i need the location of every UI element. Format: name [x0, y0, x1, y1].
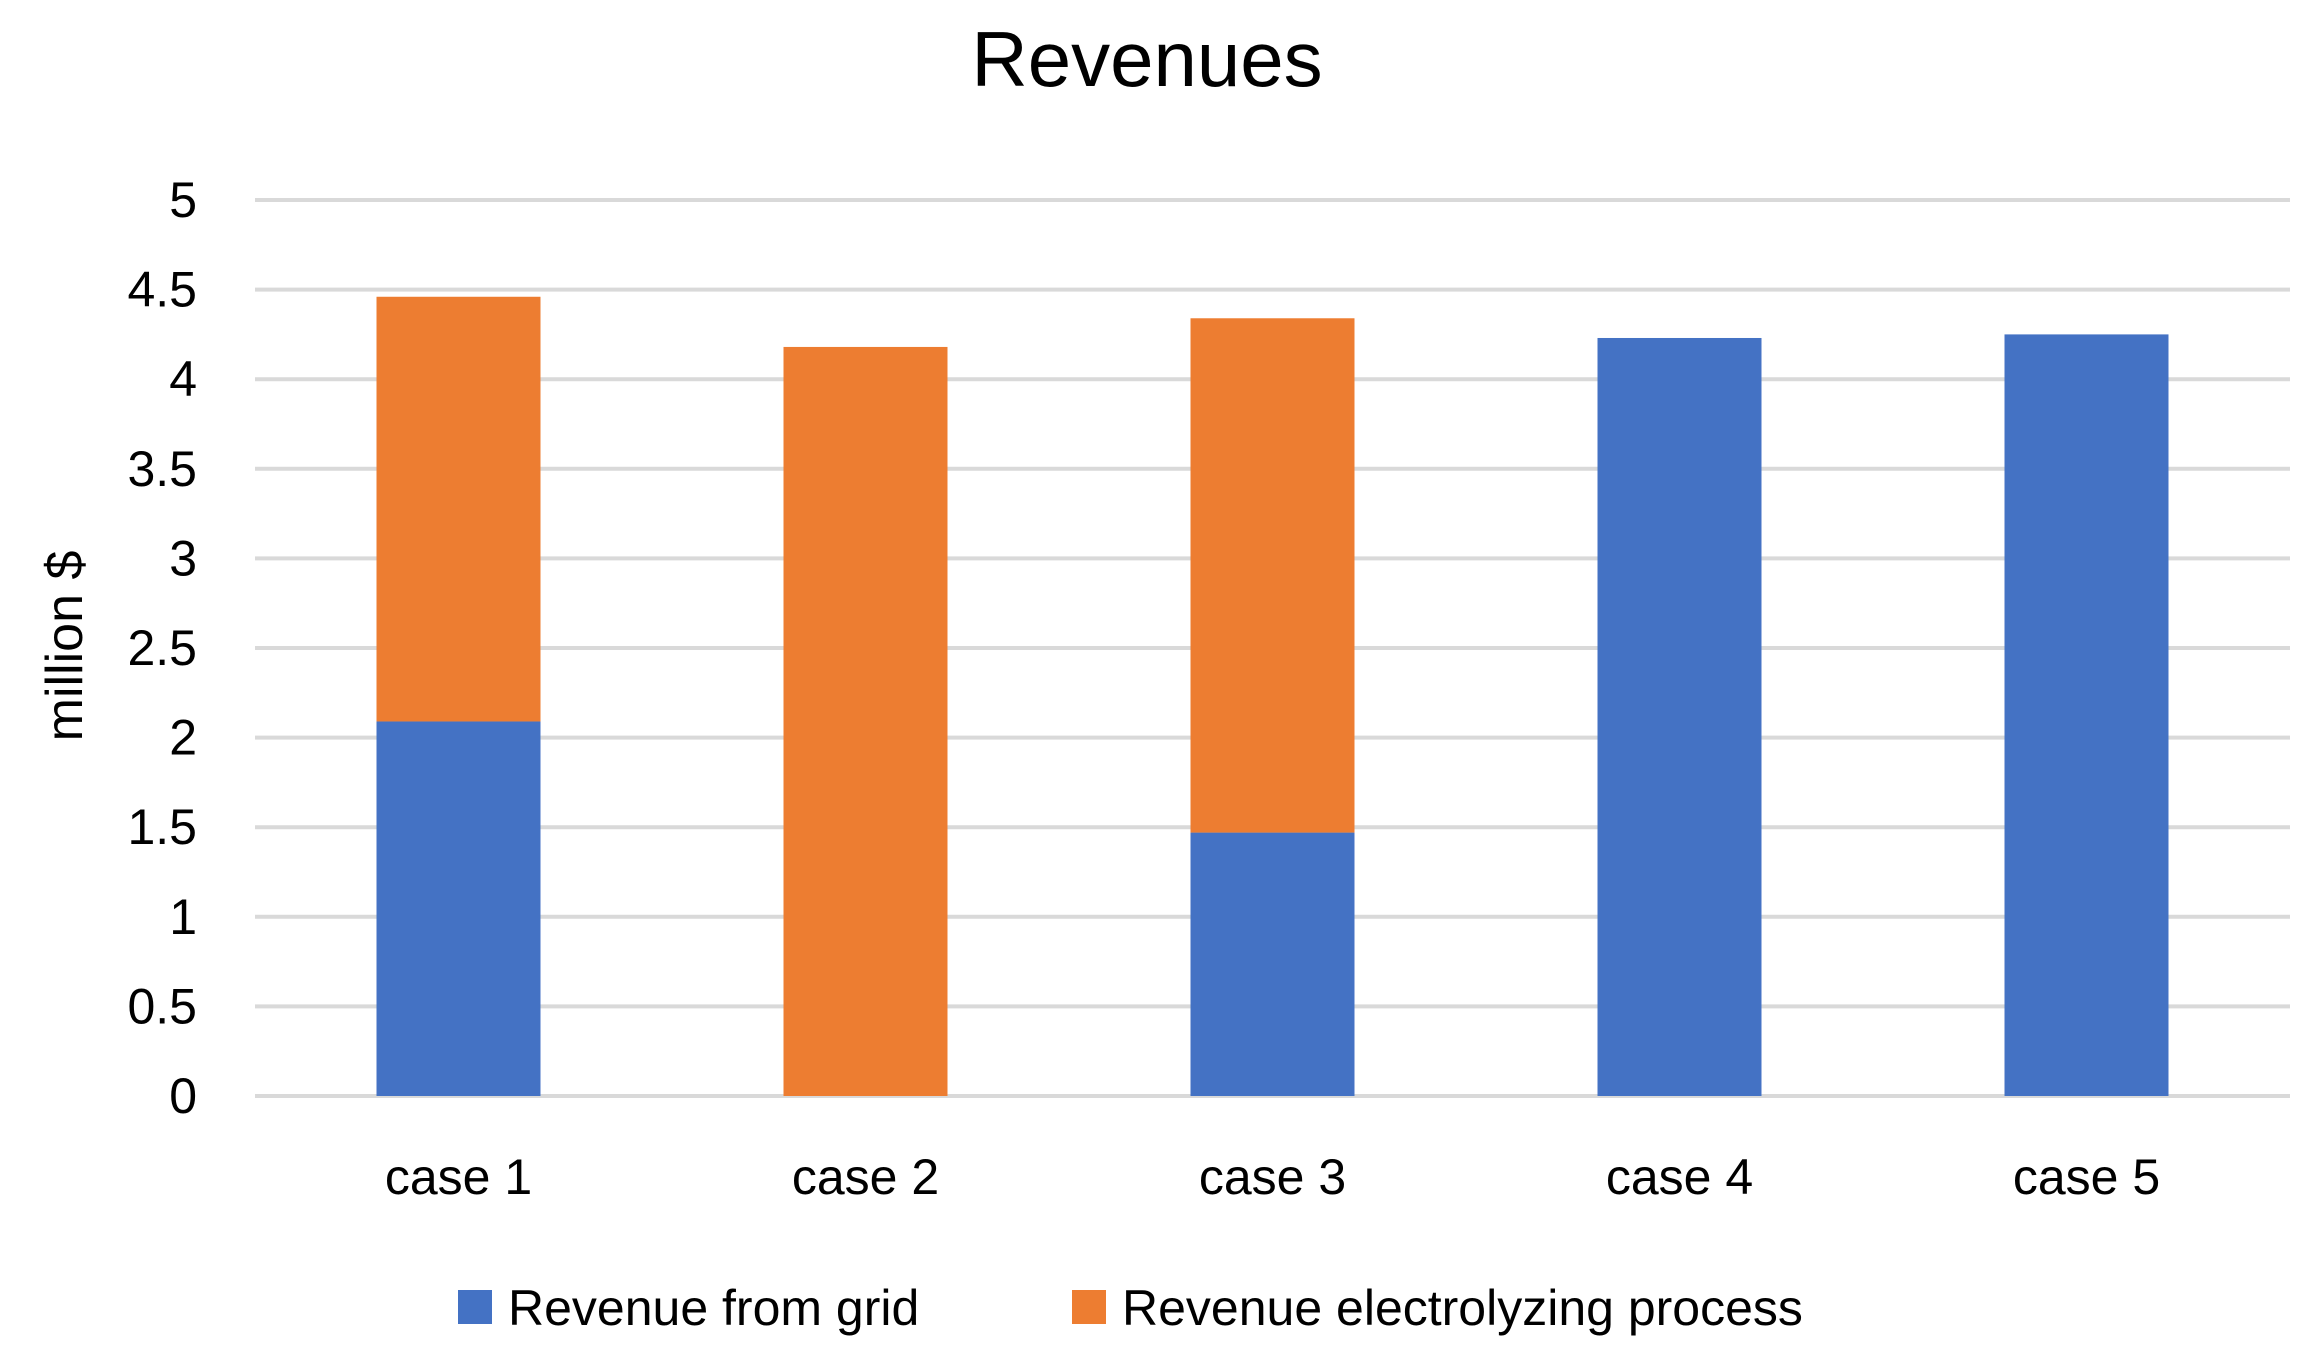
bar-marks	[376, 296, 2169, 1097]
bar-grid-case-3	[1190, 832, 1355, 1096]
x-category-label: case 1	[385, 1149, 532, 1205]
bar-electrolyzing-case-1	[376, 296, 541, 722]
y-tick-label: 4.5	[127, 262, 197, 318]
legend-swatch-grid	[458, 1290, 492, 1324]
y-tick-label: 1.5	[127, 799, 197, 855]
x-category-label: case 3	[1199, 1149, 1346, 1205]
bar-grid-case-4	[1597, 337, 1762, 1096]
bar-grid-case-5	[2004, 334, 2169, 1096]
legend-swatch-electrolyzing	[1072, 1290, 1106, 1324]
y-axis-ticks: 0 0.5 1 1.5 2 2.5 3 3.5 4 4.5 5	[127, 172, 197, 1124]
chart-title: Revenues	[971, 15, 1322, 103]
bar-electrolyzing-case-3	[1190, 318, 1355, 833]
y-tick-label: 5	[169, 172, 197, 228]
x-category-label: case 4	[1606, 1149, 1753, 1205]
y-tick-label: 0	[169, 1068, 197, 1124]
legend: Revenue from grid Revenue electrolyzing p…	[458, 1280, 1803, 1336]
bar-grid-case-1	[376, 721, 541, 1096]
y-tick-label: 1	[169, 889, 197, 945]
legend-label-electrolyzing: Revenue electrolyzing process	[1122, 1280, 1803, 1336]
y-tick-label: 4	[169, 351, 197, 407]
y-tick-label: 0.5	[127, 978, 197, 1034]
x-category-label: case 5	[2013, 1149, 2160, 1205]
legend-label-grid: Revenue from grid	[508, 1280, 919, 1336]
y-tick-label: 3.5	[127, 441, 197, 497]
y-axis-label: million $	[36, 551, 94, 742]
bar-electrolyzing-case-2	[783, 346, 948, 1097]
x-axis-categories: case 1 case 2 case 3 case 4 case 5	[385, 1149, 2160, 1205]
y-tick-label: 3	[169, 530, 197, 586]
x-category-label: case 2	[792, 1149, 939, 1205]
y-tick-label: 2.5	[127, 620, 197, 676]
y-tick-label: 2	[169, 710, 197, 766]
